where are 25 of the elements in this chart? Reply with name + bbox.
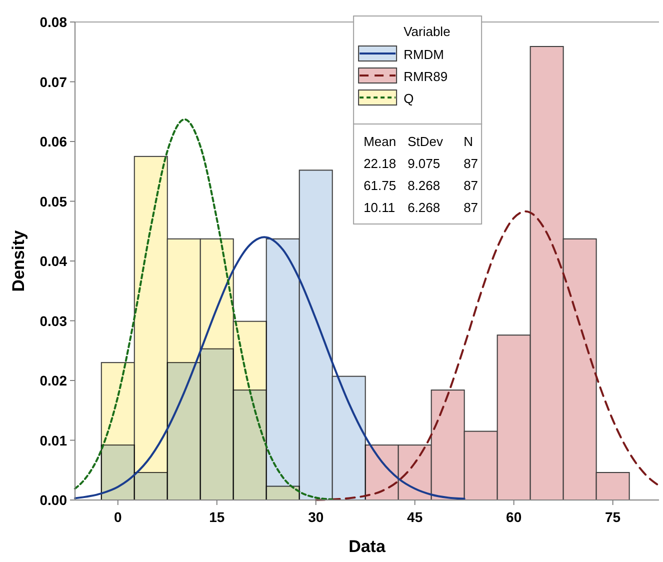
- y-axis-title: Density: [9, 230, 28, 292]
- legend-label: RMR89: [404, 69, 448, 84]
- y-tick-label: 0.01: [40, 432, 68, 448]
- y-tick-label: 0.08: [40, 14, 68, 30]
- y-tick-label: 0.04: [40, 253, 68, 269]
- legend-label: RMDM: [404, 47, 444, 62]
- x-tick-label: 75: [605, 509, 621, 525]
- y-tick-label: 0.00: [40, 492, 68, 508]
- text: 10.11 6.268 87: [364, 200, 478, 215]
- y-tick-label: 0.06: [40, 134, 68, 150]
- x-tick-label: 0: [114, 509, 122, 525]
- text: 22.18 9.075 87: [364, 156, 478, 171]
- y-tick-label: 0.03: [40, 312, 68, 329]
- x-tick-label: 15: [209, 509, 225, 525]
- x-tick-label: 60: [506, 509, 522, 525]
- y-tick-label: 0.02: [40, 372, 68, 388]
- text: 61.75 8.268 87: [364, 178, 478, 193]
- x-tick-label: 30: [308, 509, 324, 525]
- x-axis-title: Data: [348, 537, 386, 556]
- text: Mean StDev N: [364, 134, 473, 149]
- legend-title: Variable: [404, 24, 450, 39]
- x-tick-label: 45: [407, 509, 423, 525]
- legend-label: Q: [404, 91, 414, 106]
- y-tick-label: 0.05: [40, 193, 68, 210]
- y-tick-label: 0.07: [40, 74, 68, 90]
